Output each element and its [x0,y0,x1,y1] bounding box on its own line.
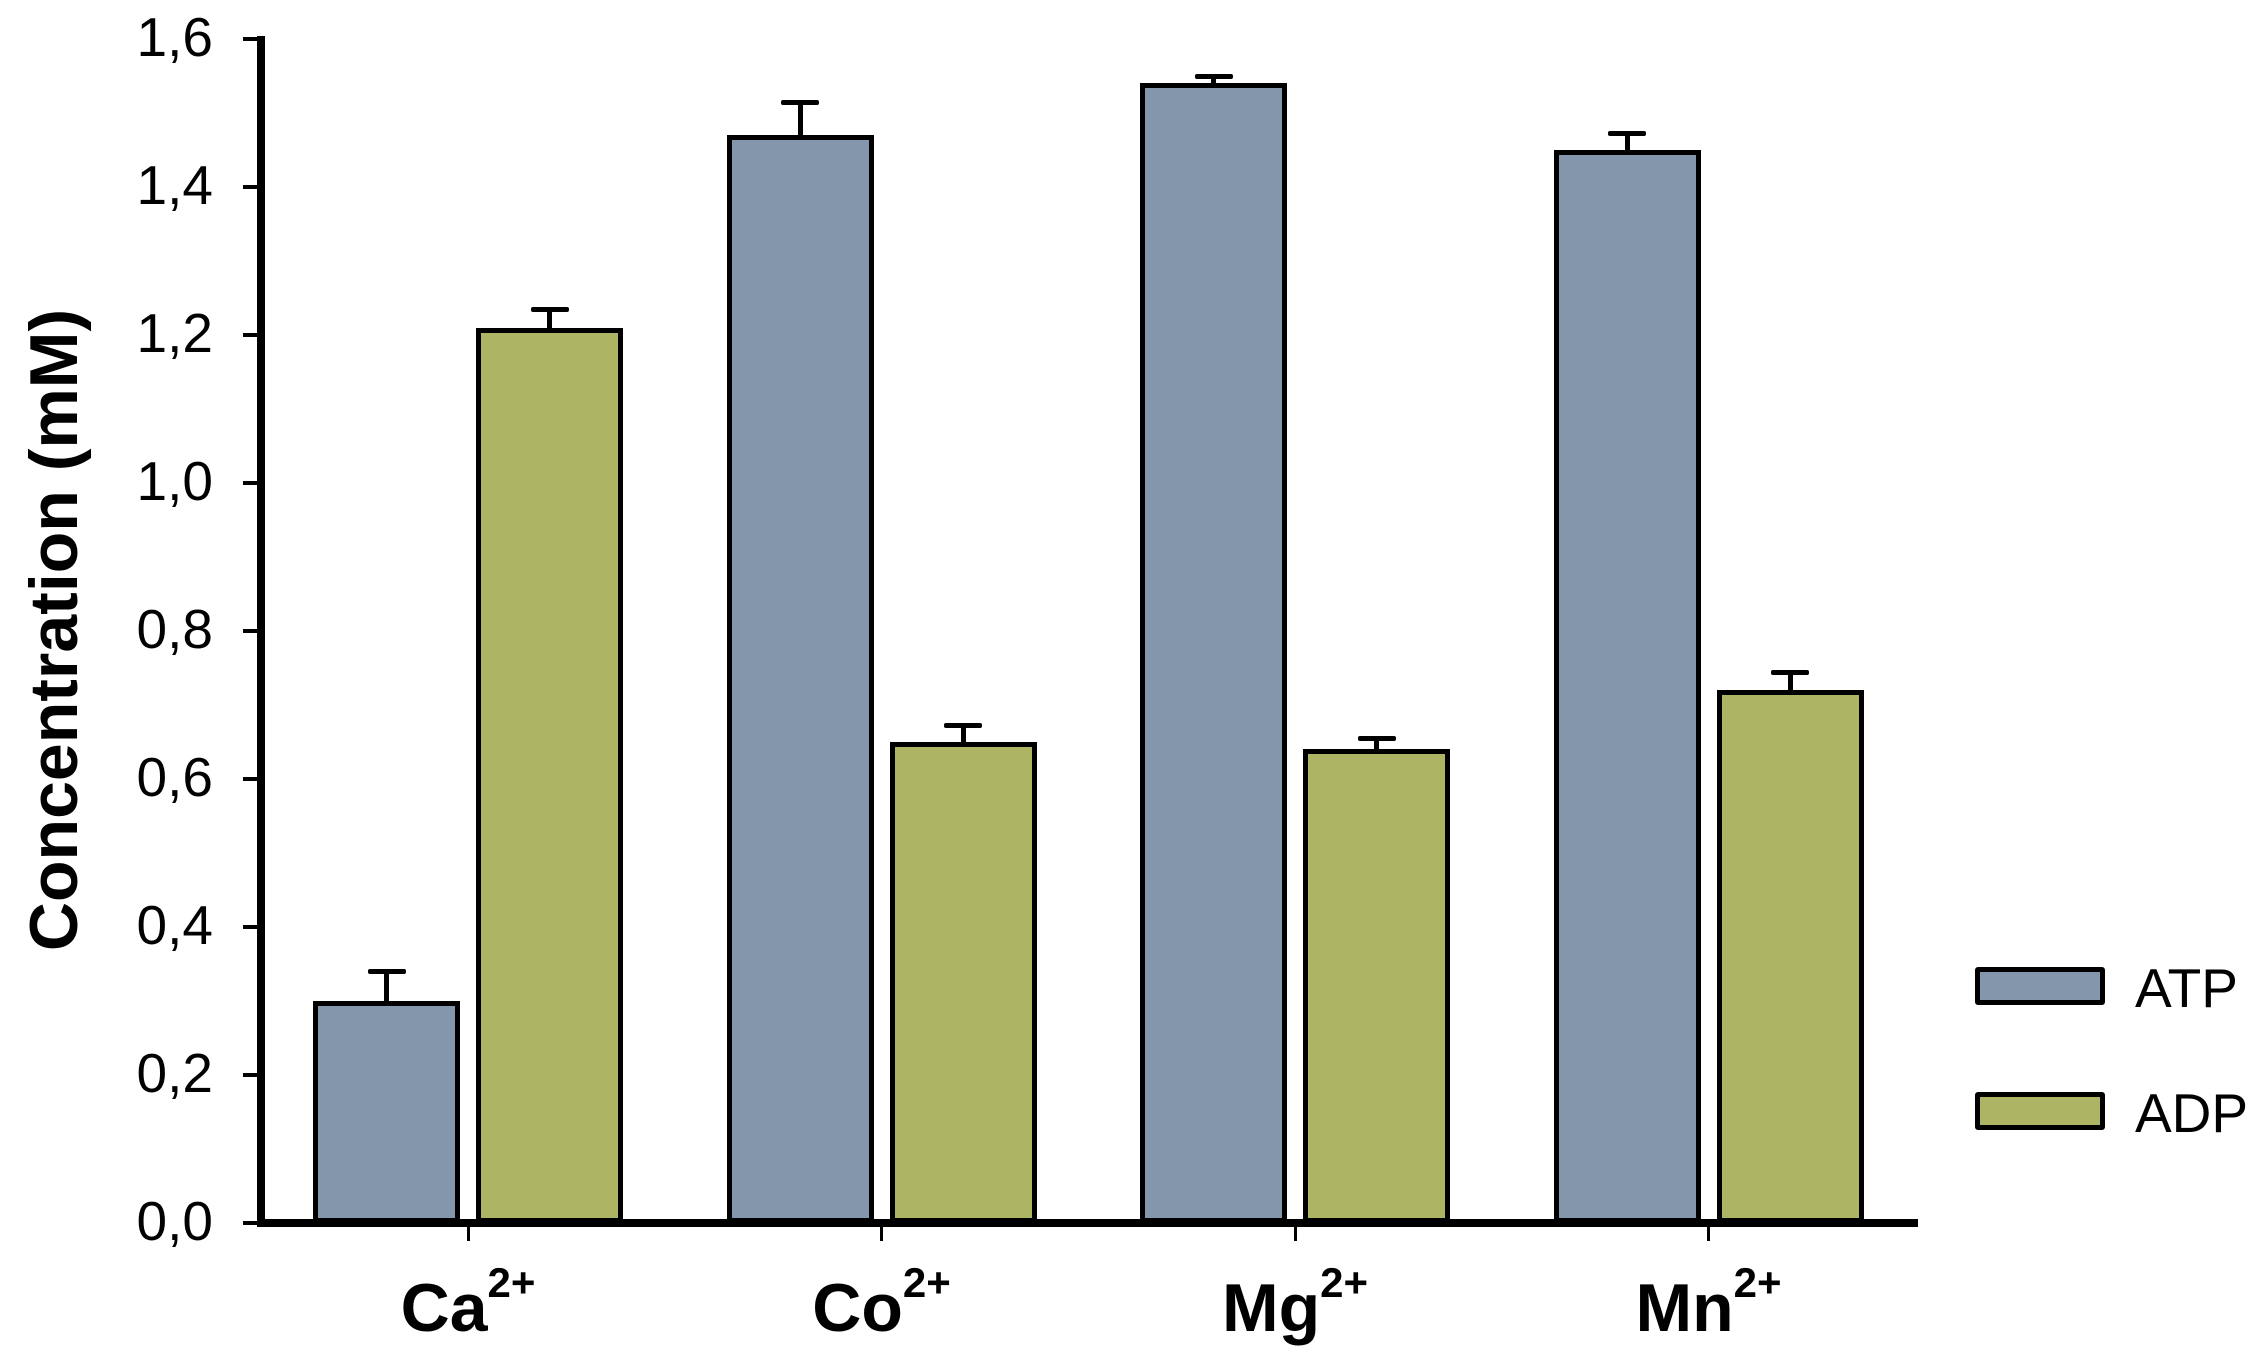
bar-adp-mg [1303,749,1450,1223]
legend-label-adp: ADP [2135,1082,2249,1144]
bar-adp-mn [1716,690,1864,1223]
bar-atp-ca [313,1001,460,1223]
error-bar [1624,132,1630,152]
x-tick-label: Mn2+ [1635,1259,1782,1347]
bar-atp-mn [1553,150,1701,1223]
y-tick-label: 1,2 [136,302,213,364]
bar-adp-ca [476,327,623,1223]
y-axis-label: Concentration (mM) [16,308,92,952]
y-tick-label: 1,0 [136,450,213,512]
y-tick [243,37,259,41]
y-tick [243,925,259,929]
x-tick-label: Mg2+ [1221,1259,1369,1347]
y-tick [243,1073,259,1077]
x-tick [880,1227,883,1241]
error-bar-cap [367,969,406,975]
error-bar [547,309,552,330]
error-bar-cap [781,99,819,105]
x-tick [1293,1227,1297,1241]
error-bar-cap [1357,736,1396,742]
y-tick-label: 0,6 [136,746,213,808]
bar-atp-mg [1140,83,1287,1223]
y-tick [243,333,259,337]
x-tick-label: Ca2+ [400,1259,536,1347]
y-tick-label: 1,6 [136,6,213,68]
y-tick-label: 0,4 [136,894,213,956]
y-tick [243,481,259,485]
y-tick-label: 0,2 [136,1042,213,1104]
legend-swatch-adp [1975,1092,2105,1130]
legend-label-atp: ATP [2135,957,2238,1019]
y-tick [243,777,259,781]
y-tick [243,1221,259,1225]
error-bar-cap [1771,670,1809,676]
bar-adp-co [889,742,1037,1223]
x-tick [466,1227,470,1241]
legend-swatch-atp [1975,967,2105,1005]
x-axis [257,1219,1918,1227]
error-bar-cap [1608,130,1646,136]
y-axis [257,36,265,1227]
y-tick-label: 0,0 [136,1190,213,1252]
error-bar [1374,738,1379,752]
error-bar [384,971,389,1003]
y-tick-label: 1,4 [136,154,213,216]
error-bar-cap [530,307,569,313]
error-bar-cap [944,722,982,728]
error-bar [1787,672,1793,693]
x-tick [1707,1227,1710,1241]
error-bar-cap [1194,74,1233,79]
error-bar [960,724,966,744]
error-bar [797,101,803,138]
y-tick [243,629,259,633]
x-tick-label: Co2+ [812,1259,951,1347]
y-tick-label: 0,8 [136,598,213,660]
error-bar [1211,76,1216,86]
bar-atp-co [726,135,874,1223]
y-tick [243,185,259,189]
